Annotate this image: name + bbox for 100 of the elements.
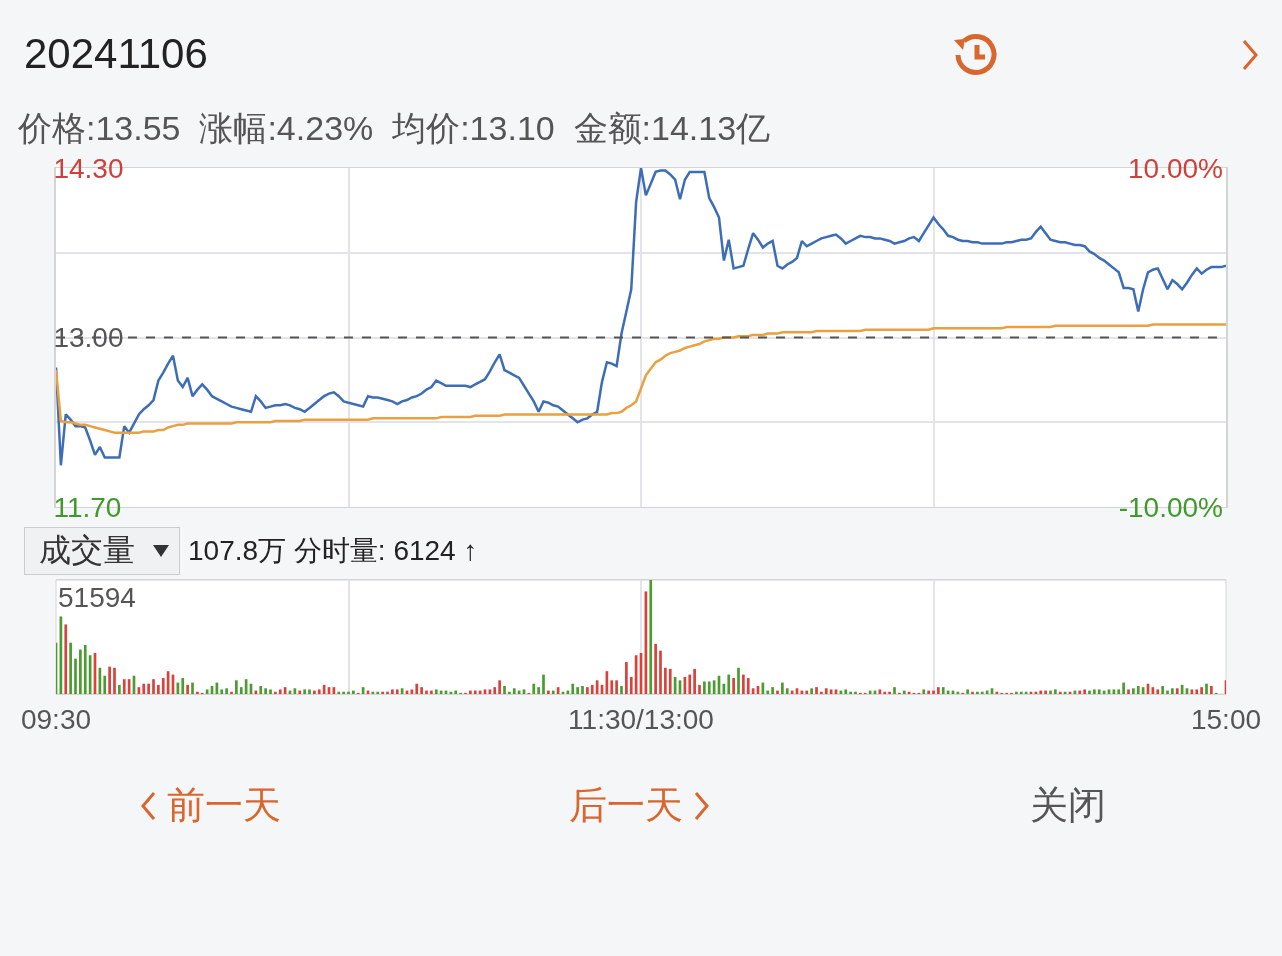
bar — [391, 689, 394, 694]
bar — [1161, 686, 1164, 694]
bar — [196, 691, 199, 694]
bar — [576, 687, 579, 694]
bar — [941, 687, 945, 694]
bar — [824, 688, 828, 694]
bar — [69, 642, 72, 694]
chart-title: 20241106 — [24, 30, 208, 78]
bar — [688, 674, 692, 694]
y-tick-label: 11.70 — [53, 491, 122, 523]
x-tick-label: 09:30 — [20, 703, 92, 735]
bar — [1136, 686, 1140, 694]
bar — [161, 678, 165, 694]
bar — [737, 667, 740, 694]
bar — [820, 691, 823, 694]
bar — [74, 658, 77, 694]
x-tick-label: 15:00 — [1190, 703, 1262, 735]
bar — [649, 580, 653, 694]
bar — [317, 689, 321, 694]
bar — [376, 691, 380, 694]
bar — [454, 690, 458, 694]
chart-subtitle: 107.8万 分时量: 6124 ↑ — [188, 534, 478, 568]
bar — [771, 687, 774, 694]
bar — [103, 675, 107, 694]
bar — [1195, 689, 1199, 694]
bar — [922, 689, 926, 694]
bar — [1083, 689, 1086, 694]
bar — [966, 689, 969, 694]
bar — [186, 684, 189, 694]
bar — [746, 678, 750, 694]
bar — [352, 690, 355, 694]
bar — [766, 690, 770, 694]
bar — [274, 691, 277, 694]
bar — [313, 690, 316, 694]
bar — [776, 690, 779, 694]
chart-subtitle: 价格:13.55 涨幅:4.23% 均价:13.10 金额:14.13亿 — [18, 108, 771, 149]
bar — [386, 691, 389, 694]
bar — [157, 684, 160, 694]
bar — [844, 689, 848, 694]
bar — [1058, 691, 1062, 694]
bar — [113, 667, 116, 694]
bar — [152, 679, 155, 694]
bar — [230, 691, 233, 694]
bar — [347, 691, 350, 694]
bar — [620, 686, 623, 694]
bar — [1019, 691, 1023, 694]
bar — [590, 684, 594, 694]
bar — [118, 684, 121, 694]
y-tick-label: 14.30 — [53, 152, 124, 184]
bar — [976, 691, 979, 694]
bar — [849, 691, 852, 694]
bar — [1200, 687, 1203, 694]
bar — [342, 691, 345, 694]
bar — [278, 689, 282, 694]
bar — [654, 643, 657, 694]
bar — [664, 667, 667, 694]
text: 前一天 — [167, 783, 281, 828]
bar — [883, 691, 887, 694]
bar — [1166, 690, 1169, 694]
bar — [805, 690, 809, 694]
bar — [785, 688, 789, 694]
bar — [1132, 688, 1135, 694]
bar — [1093, 689, 1096, 694]
bar — [1039, 690, 1043, 694]
bar — [927, 690, 930, 694]
bar — [142, 683, 146, 694]
bar — [83, 644, 87, 694]
bar — [181, 678, 185, 694]
chart-title: 成交量 — [39, 531, 135, 570]
bar — [425, 690, 428, 694]
bar — [64, 624, 68, 694]
bar — [703, 681, 706, 694]
bar — [1156, 689, 1160, 694]
bar — [337, 691, 341, 694]
bar — [727, 674, 731, 694]
bar — [659, 650, 662, 694]
bar — [503, 686, 506, 694]
bar — [815, 687, 818, 694]
bar — [473, 690, 477, 694]
bar — [1097, 689, 1101, 694]
bar — [415, 683, 419, 694]
y2-tick-label: 10.00% — [1128, 152, 1223, 184]
bar — [571, 683, 575, 694]
bar — [264, 688, 267, 694]
bar — [810, 688, 813, 694]
bar — [1044, 690, 1047, 694]
bar — [586, 687, 589, 694]
bar — [893, 687, 896, 694]
bar — [668, 668, 672, 694]
bar — [610, 680, 614, 694]
bar — [225, 688, 228, 694]
y-tick-label: 13.00 — [53, 322, 124, 354]
bar — [269, 689, 272, 694]
bar — [615, 680, 618, 694]
bar — [79, 649, 82, 694]
bar — [581, 686, 584, 694]
bar — [191, 682, 194, 694]
bar — [147, 683, 150, 694]
bar — [469, 690, 472, 694]
bar — [1088, 690, 1091, 694]
